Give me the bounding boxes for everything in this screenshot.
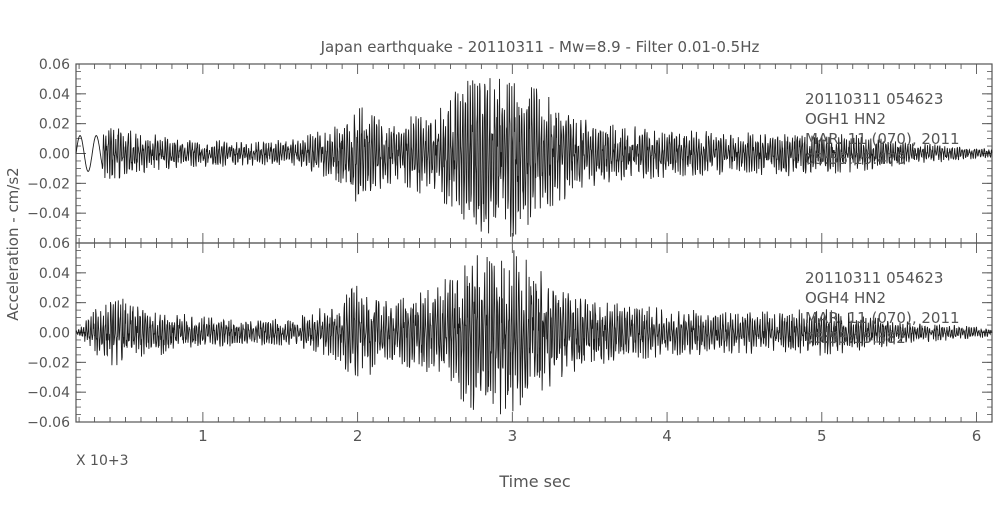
waveform-ogh1 [75,78,993,237]
x-tick-label: 2 [353,427,363,445]
station-annotation-line: 20110311 054623 [805,90,943,108]
y-tick-label: −0.04 [27,206,70,222]
y-tick-label: 0.04 [39,87,70,103]
chart-title: Japan earthquake - 20110311 - Mw=8.9 - F… [320,38,760,56]
y-tick-label: −0.02 [27,355,70,371]
y-tick-label: 0.00 [39,326,70,342]
station-annotation-line: OGH4 HN2 [805,289,886,307]
y-tick-label: 0.04 [39,266,70,282]
y-tick-label: −0.06 [27,415,70,431]
plot-area: −0.04 −0.02 0.00 0.02 0.04 0.06 20110311 05462… [27,57,993,445]
station-annotation-line: OGH1 HN2 [805,110,886,128]
y-tick-label: 0.02 [39,117,70,133]
x-tick-label: 1 [198,427,208,445]
waveform-ogh4 [75,250,993,415]
x-multiplier-label: X 10+3 [76,453,129,469]
station-annotation-line: 05:55:15.476 [805,150,906,168]
x-tick-label: 3 [508,427,518,445]
station-annotation-line: MAR. 11 (070), 2011 [805,130,960,148]
x-tick-label: 6 [972,427,982,445]
y-tick-label: 0.06 [39,57,70,73]
panel-ogh4: −0.06 −0.04 −0.02 0.00 0.02 0.04 0.06 20110311 … [27,236,993,431]
y-tick-label: 0.06 [39,236,70,252]
station-annotation-line: 20110311 054623 [805,269,943,287]
y-tick-label: 0.00 [39,147,70,163]
station-annotation-line: 05:55:15.582 [805,329,906,347]
x-axis-label: Time sec [498,472,570,491]
panel-ogh1: −0.04 −0.02 0.00 0.02 0.04 0.06 20110311 05462… [27,57,993,244]
y-axis-label: Acceleration - cm/s2 [4,167,22,320]
station-annotation-line: MAR. 11 (070), 2011 [805,309,960,327]
x-tick-label: 4 [662,427,672,445]
y-tick-label: 0.02 [39,296,70,312]
x-tick-label: 5 [817,427,827,445]
y-tick-label: −0.04 [27,385,70,401]
y-tick-label: −0.02 [27,176,70,192]
